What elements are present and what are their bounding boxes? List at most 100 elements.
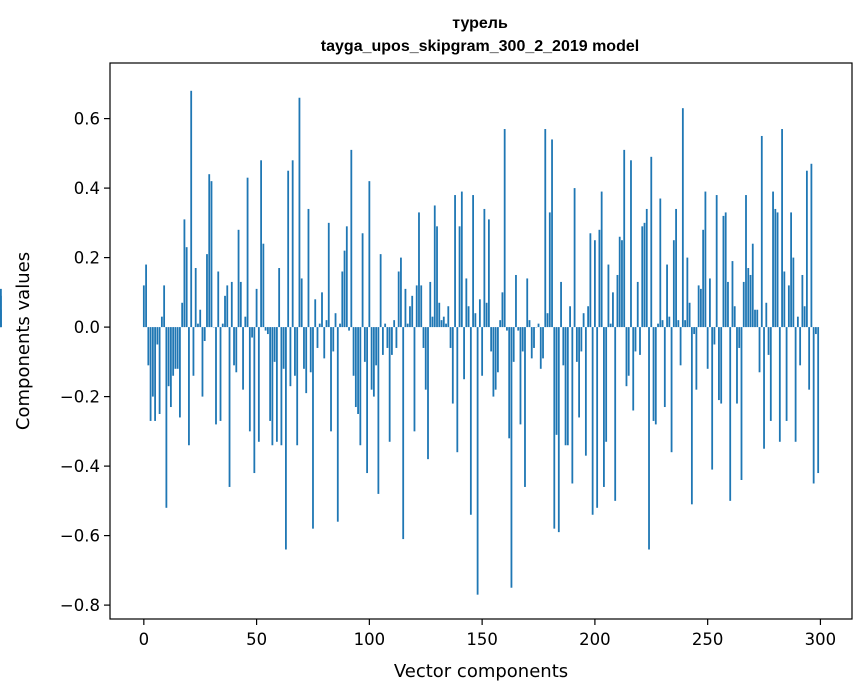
bar-290 [796, 316, 799, 328]
bar-84 [332, 327, 335, 352]
bar-19 [185, 247, 188, 328]
bar-13 [172, 327, 175, 376]
chart-title: турель [452, 15, 508, 32]
bar-48 [251, 327, 253, 338]
bar-143 [465, 278, 468, 328]
bar-117 [406, 323, 409, 328]
bar-38 [228, 327, 231, 487]
bar-100 [368, 181, 371, 328]
bar-274 [760, 135, 763, 328]
bar-244 [693, 327, 696, 335]
bar-167 [519, 327, 522, 425]
bar-258 [724, 212, 727, 328]
bar-267 [745, 195, 747, 328]
bar-266 [742, 281, 745, 328]
bar-29 [208, 174, 211, 328]
bar-294 [805, 170, 808, 328]
bar-217 [632, 327, 635, 411]
bar-97 [361, 233, 364, 328]
bar-74 [309, 327, 312, 373]
bar-45 [244, 316, 247, 328]
bar-32 [215, 327, 217, 425]
bar-80 [323, 327, 326, 359]
bar-115 [402, 327, 405, 540]
bar-253 [713, 327, 716, 345]
bar-275 [763, 327, 765, 449]
bar-262 [733, 306, 736, 328]
bar-76 [314, 299, 317, 328]
y-tick-label: 0.0 [74, 318, 100, 337]
bar-183 [555, 327, 558, 435]
bar-289 [794, 327, 797, 442]
bar-undefined [0, 309, 2, 328]
bar-287 [790, 212, 792, 328]
y-tick-label: −0.2 [60, 388, 100, 407]
y-tick-label: 0.6 [74, 110, 100, 129]
bar-166 [517, 327, 520, 331]
bar-26 [201, 327, 204, 397]
bar-152 [485, 302, 488, 328]
bar-46 [246, 177, 249, 328]
bar-61 [280, 327, 283, 446]
bar-277 [767, 327, 770, 355]
bar-90 [345, 226, 348, 328]
bar-66 [291, 160, 294, 328]
bar-215 [627, 327, 630, 376]
bar-30 [210, 181, 213, 328]
bar-145 [469, 327, 472, 515]
bar-47 [248, 327, 251, 432]
bar-160 [503, 129, 506, 328]
bar-180 [548, 212, 551, 328]
bar-99 [366, 327, 368, 474]
bar-178 [544, 129, 547, 328]
bar-192 [575, 327, 578, 362]
bar-240 [684, 320, 686, 328]
bar-147 [474, 313, 477, 328]
bar-291 [799, 327, 802, 366]
bar-16 [179, 327, 181, 418]
bar-243 [690, 327, 693, 505]
bar-41 [235, 327, 238, 373]
bar-78 [318, 323, 321, 328]
bar-247 [699, 288, 702, 328]
bar-108 [386, 327, 389, 348]
bar-112 [395, 327, 398, 348]
bar-39 [230, 281, 233, 328]
bar-25 [199, 309, 202, 328]
bar-223 [645, 208, 648, 328]
bar-21 [190, 90, 193, 328]
bar-79 [321, 292, 323, 328]
bar-211 [618, 236, 621, 328]
bar-212 [621, 240, 623, 328]
bar-207 [609, 323, 612, 328]
bar-232 [666, 264, 668, 328]
bar-245 [695, 327, 698, 390]
bars-group [0, 90, 820, 595]
bar-198 [589, 233, 592, 328]
bar-88 [341, 271, 344, 328]
bar-270 [751, 243, 754, 328]
bar-137 [451, 327, 454, 404]
bar-52 [260, 160, 262, 328]
bar-282 [778, 327, 781, 442]
x-tick-label: 0 [139, 630, 150, 649]
bar-271 [754, 309, 756, 328]
bar-94 [354, 327, 357, 408]
bar-95 [357, 327, 359, 414]
bar-68 [296, 327, 299, 446]
bar-11 [167, 327, 170, 387]
bar-12 [169, 327, 172, 408]
bar-136 [449, 327, 452, 348]
bar-14 [174, 327, 177, 369]
bar-257 [722, 215, 725, 328]
bar-77 [316, 327, 319, 348]
bar-54 [264, 327, 267, 331]
bar-255 [718, 327, 720, 401]
bar-214 [625, 327, 628, 387]
bar-269 [749, 274, 752, 328]
bar-163 [510, 327, 513, 588]
bar-8 [160, 316, 163, 328]
bar-155 [492, 327, 495, 397]
bar-110 [391, 327, 393, 355]
bar-135 [447, 306, 450, 328]
